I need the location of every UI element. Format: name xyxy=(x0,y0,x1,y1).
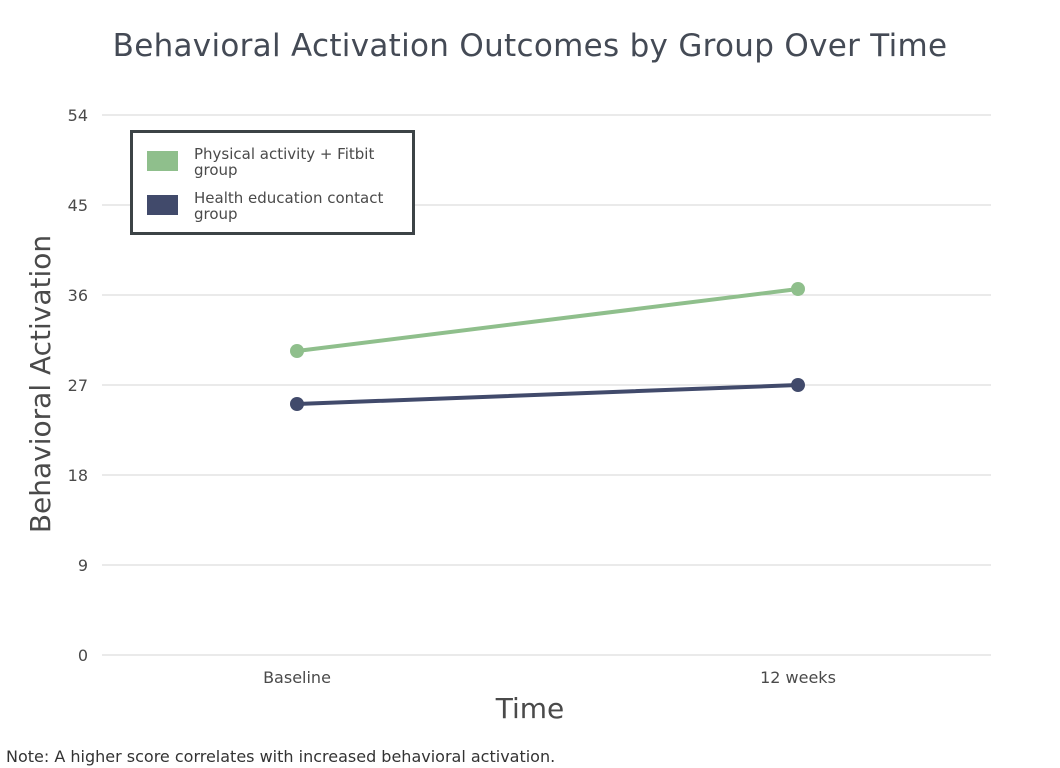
series-2 xyxy=(290,378,805,411)
legend-label: group xyxy=(194,161,238,179)
chart-title: Behavioral Activation Outcomes by Group … xyxy=(113,28,948,64)
series-lines xyxy=(290,282,805,411)
legend-label: Physical activity + Fitbit xyxy=(194,145,374,163)
y-axis-title: Behavioral Activation xyxy=(24,235,57,533)
series-1 xyxy=(290,282,805,358)
legend-swatch xyxy=(147,195,178,215)
x-tick-label: Baseline xyxy=(263,668,331,687)
y-tick-label: 36 xyxy=(68,286,88,305)
y-tick-label: 18 xyxy=(68,466,88,485)
chart-note: Note: A higher score correlates with inc… xyxy=(6,747,555,766)
y-axis-ticks: 0 9 18 27 36 45 54 xyxy=(68,106,88,665)
legend-frame xyxy=(130,130,415,235)
y-tick-label: 0 xyxy=(78,646,88,665)
legend-label: group xyxy=(194,205,238,223)
data-point xyxy=(791,282,805,296)
x-axis-title: Time xyxy=(495,692,565,725)
series-line xyxy=(295,383,800,406)
x-axis-ticks: Baseline 12 weeks xyxy=(263,668,836,687)
data-point xyxy=(791,378,805,392)
y-tick-label: 45 xyxy=(68,196,88,215)
x-tick-label: 12 weeks xyxy=(760,668,836,687)
data-point xyxy=(290,344,304,358)
data-point xyxy=(290,397,304,411)
series-line xyxy=(295,287,800,353)
legend-label: Health education contact xyxy=(194,189,383,207)
y-tick-label: 9 xyxy=(78,556,88,575)
y-tick-label: 27 xyxy=(68,376,88,395)
y-tick-label: 54 xyxy=(68,106,88,125)
legend-swatch xyxy=(147,151,178,171)
